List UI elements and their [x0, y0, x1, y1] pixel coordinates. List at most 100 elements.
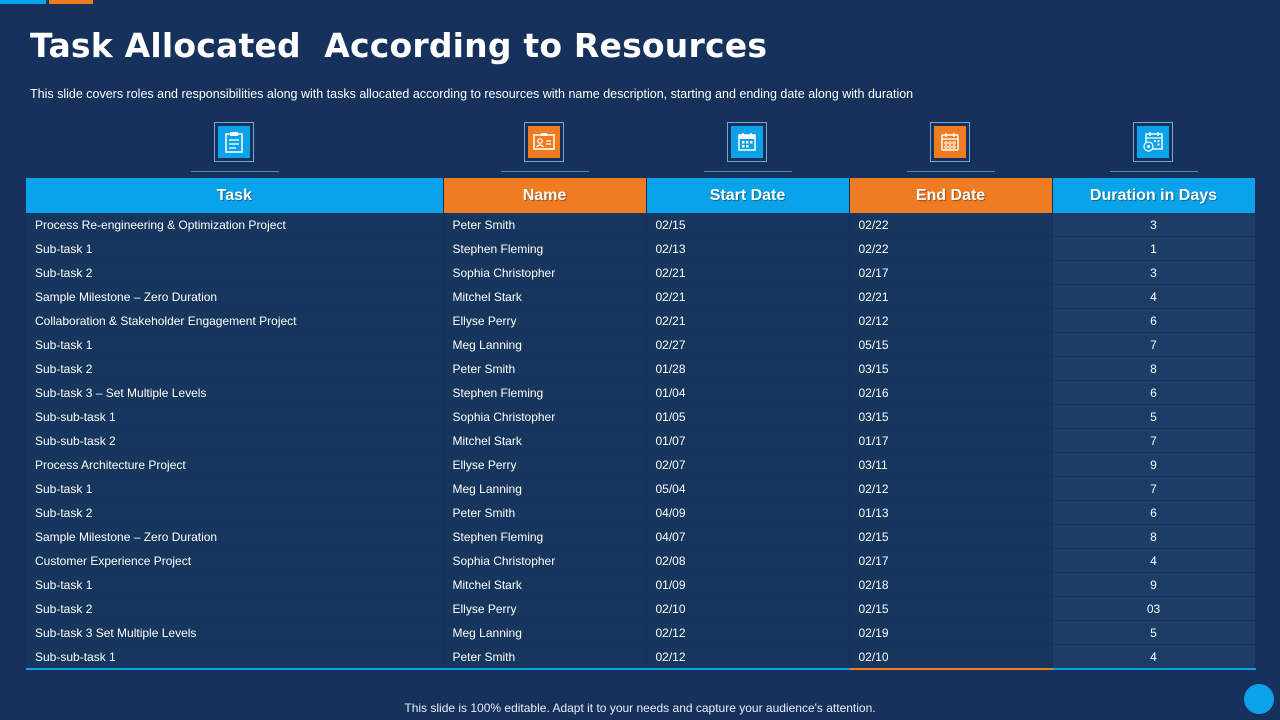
- cell-duration: 6: [1052, 308, 1256, 333]
- cell-task: Sub-task 3 – Set Multiple Levels: [26, 380, 444, 405]
- cell-task: Collaboration & Stakeholder Engagement P…: [26, 308, 444, 333]
- cell-name: Stephen Fleming: [443, 236, 647, 261]
- cell-end-date: 05/15: [849, 332, 1053, 357]
- cell-end-date: 03/11: [849, 452, 1053, 477]
- cell-start-date: 02/08: [646, 548, 850, 573]
- id-card-icon-frame: [523, 122, 564, 162]
- table-row: Sample Milestone – Zero Duration Mitchel …: [26, 284, 1256, 309]
- clipboard-icon: [217, 126, 250, 158]
- cell-name: Peter Smith: [443, 356, 647, 381]
- cell-task: Sub-sub-task 1: [26, 644, 444, 670]
- table-header-row: Task Name Start Date End Date Duration i…: [26, 178, 1256, 213]
- cell-start-date: 01/05: [646, 404, 850, 429]
- cell-end-date: 02/16: [849, 380, 1053, 405]
- task-allocation-table: Task Name Start Date End Date Duration i…: [26, 178, 1256, 670]
- cell-duration: 4: [1052, 644, 1256, 670]
- cell-duration: 5: [1052, 620, 1256, 645]
- cell-start-date: 02/07: [646, 452, 850, 477]
- table-row: Sub-sub-task 1 Sophia Christopher 01/05 03/…: [26, 404, 1256, 429]
- cell-task: Sample Milestone – Zero Duration: [26, 284, 444, 309]
- cell-name: Ellyse Perry: [443, 596, 647, 621]
- cell-task: Sub-sub-task 1: [26, 404, 444, 429]
- id-card-icon: [527, 126, 560, 158]
- cell-end-date: 01/13: [849, 500, 1053, 525]
- cell-duration: 9: [1052, 572, 1256, 597]
- cell-duration: 8: [1052, 524, 1256, 549]
- cell-duration: 4: [1052, 284, 1256, 309]
- footer-note: This slide is 100% editable. Adapt it to…: [404, 701, 876, 715]
- cell-duration: 6: [1052, 380, 1256, 405]
- cell-end-date: 02/12: [849, 476, 1053, 501]
- cell-duration: 3: [1052, 213, 1256, 237]
- cell-end-date: 02/12: [849, 308, 1053, 333]
- table-row: Collaboration & Stakeholder Engagement P…: [26, 308, 1256, 333]
- cell-task: Sub-sub-task 2: [26, 428, 444, 453]
- cell-name: Ellyse Perry: [443, 308, 647, 333]
- table-row: Sub-task 1 Stephen Fleming 02/13 02/22 1: [26, 236, 1256, 261]
- cell-start-date: 05/04: [646, 476, 850, 501]
- table-row: Process Re-engineering & Optimization Pr…: [26, 213, 1256, 237]
- cell-end-date: 02/22: [849, 213, 1053, 237]
- cell-start-date: 02/27: [646, 332, 850, 357]
- icon-underline: [1109, 171, 1198, 172]
- icon-underline: [500, 171, 589, 172]
- cell-start-date: 02/10: [646, 596, 850, 621]
- icon-underline: [703, 171, 792, 172]
- cell-end-date: 02/22: [849, 236, 1053, 261]
- cell-task: Sub-task 3 Set Multiple Levels: [26, 620, 444, 645]
- cell-name: Meg Lanning: [443, 332, 647, 357]
- cell-end-date: 02/21: [849, 284, 1053, 309]
- cell-duration: 5: [1052, 404, 1256, 429]
- table-row: Sub-task 2 Ellyse Perry 02/10 02/15 03: [26, 596, 1256, 621]
- table-row: Sub-task 3 – Set Multiple Levels Stephen …: [26, 380, 1256, 405]
- cell-end-date: 03/15: [849, 404, 1053, 429]
- cell-name: Ellyse Perry: [443, 452, 647, 477]
- cell-name: Peter Smith: [443, 500, 647, 525]
- cell-end-date: 02/15: [849, 596, 1053, 621]
- cell-start-date: 01/04: [646, 380, 850, 405]
- cell-name: Mitchel Stark: [443, 572, 647, 597]
- table-row: Sub-task 2 Peter Smith 04/09 01/13 6: [26, 500, 1256, 525]
- header-start-date: Start Date: [646, 178, 850, 213]
- cell-name: Sophia Christopher: [443, 548, 647, 573]
- cell-duration: 7: [1052, 428, 1256, 453]
- header-name: Name: [443, 178, 647, 213]
- calendar-icon-frame: [726, 122, 767, 162]
- cell-duration: 03: [1052, 596, 1256, 621]
- cell-duration: 7: [1052, 476, 1256, 501]
- table-body: Process Re-engineering & Optimization Pr…: [26, 213, 1256, 670]
- cell-duration: 7: [1052, 332, 1256, 357]
- cell-task: Sub-task 1: [26, 332, 444, 357]
- cell-task: Sample Milestone – Zero Duration: [26, 524, 444, 549]
- cell-name: Mitchel Stark: [443, 428, 647, 453]
- icon-column-end-date: [849, 122, 1052, 174]
- cell-start-date: 02/12: [646, 620, 850, 645]
- cell-name: Stephen Fleming: [443, 380, 647, 405]
- cell-start-date: 02/13: [646, 236, 850, 261]
- cell-duration: 8: [1052, 356, 1256, 381]
- cell-task: Sub-task 1: [26, 236, 444, 261]
- cell-name: Stephen Fleming: [443, 524, 647, 549]
- header-icons-row: [26, 122, 1255, 174]
- clipboard-icon-frame: [213, 122, 254, 162]
- cell-task: Sub-task 1: [26, 476, 444, 501]
- cell-duration: 1: [1052, 236, 1256, 261]
- header-task: Task: [26, 178, 444, 213]
- cell-start-date: 02/21: [646, 284, 850, 309]
- cell-start-date: 04/07: [646, 524, 850, 549]
- cell-name: Sophia Christopher: [443, 404, 647, 429]
- cell-duration: 9: [1052, 452, 1256, 477]
- cell-duration: 6: [1052, 500, 1256, 525]
- cell-task: Process Re-engineering & Optimization Pr…: [26, 213, 444, 237]
- cell-name: Peter Smith: [443, 644, 647, 670]
- cell-start-date: 01/09: [646, 572, 850, 597]
- cell-task: Sub-task 2: [26, 500, 444, 525]
- table-row: Sub-sub-task 2 Mitchel Stark 01/07 01/17 7: [26, 428, 1256, 453]
- icon-column-name: [443, 122, 646, 174]
- cell-task: Sub-task 2: [26, 356, 444, 381]
- cell-task: Sub-task 1: [26, 572, 444, 597]
- slide-subtitle: This slide covers roles and responsibili…: [30, 87, 914, 101]
- cell-start-date: 02/12: [646, 644, 850, 670]
- corner-dot: [1244, 684, 1274, 714]
- cell-name: Meg Lanning: [443, 476, 647, 501]
